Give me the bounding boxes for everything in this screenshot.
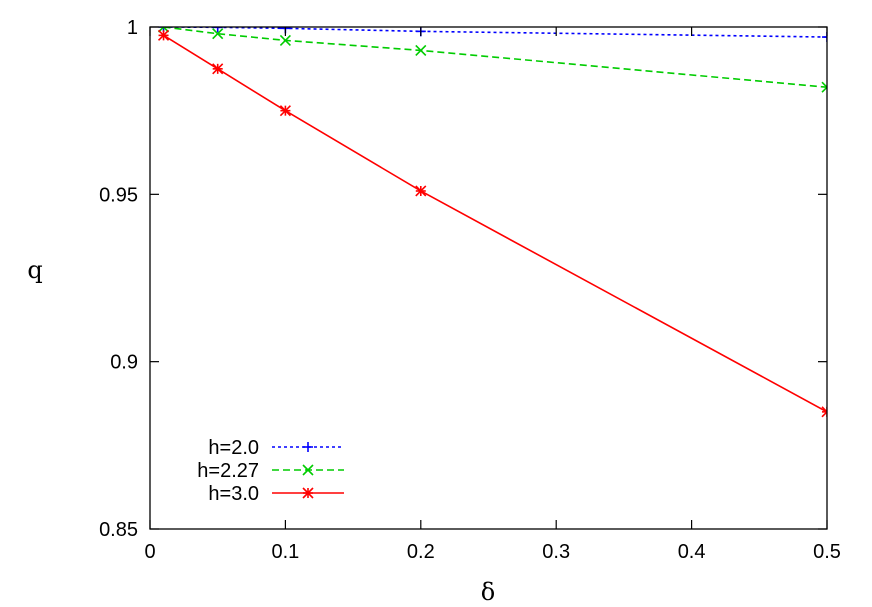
legend-2-marker-d2	[302, 487, 314, 499]
series-0-line	[163, 27, 827, 38]
series-1-marker-1	[212, 28, 224, 40]
series-1-marker-d2	[212, 28, 224, 40]
x-tick-label-2: 0.2	[407, 541, 435, 563]
series-2-marker-2	[279, 105, 291, 117]
plot-frame	[149, 26, 828, 530]
series-2-line	[163, 34, 827, 413]
y-tick-label-3: 1	[127, 17, 138, 39]
x-tick-label-4: 0.4	[678, 541, 706, 563]
series-1-marker-d2	[415, 44, 427, 56]
legend-1-marker-0	[302, 464, 314, 476]
series-1-marker-0	[157, 27, 170, 33]
series-1-marker-3	[415, 44, 427, 56]
series-1-marker-d1	[162, 27, 170, 33]
series-1-marker-2	[279, 34, 291, 46]
series-2-marker-4	[821, 406, 827, 418]
series-0-marker-0	[158, 27, 169, 32]
y-axis-label: q	[27, 256, 42, 284]
x-tick-label-1: 0.1	[271, 541, 299, 563]
x-axis-label: δ	[481, 578, 495, 606]
series-1-marker-d2	[821, 86, 827, 93]
series-2-marker-d2	[157, 29, 170, 41]
series-2-marker-0	[157, 29, 170, 41]
series-1-marker-d1	[821, 81, 827, 89]
legend: h=2.0h=2.27h=3.0	[197, 437, 344, 505]
series-layer	[157, 27, 827, 418]
series-1-marker-d2	[279, 34, 291, 46]
legend-label-2: h=3.0	[208, 483, 259, 505]
x-tick-label-3: 0.3	[542, 541, 570, 563]
series-1-marker-d2	[157, 27, 165, 33]
series-1-marker-4	[821, 81, 827, 93]
legend-label-0: h=2.0	[208, 437, 259, 459]
series-2-marker-d2	[821, 410, 827, 418]
series-2-marker-1	[212, 63, 224, 75]
series-2-marker-d2	[212, 63, 224, 75]
y-tick-label-1: 0.9	[110, 352, 138, 374]
legend-1-marker-d2	[302, 464, 314, 476]
legend-label-1: h=2.27	[197, 460, 259, 482]
y-tick-label-0: 0.85	[99, 519, 138, 541]
x-tick-label-0: 0	[144, 541, 155, 563]
series-2-marker-3	[415, 185, 427, 197]
series-0-marker-4	[822, 32, 827, 43]
y-tick-label-2: 0.95	[99, 184, 138, 206]
series-2-marker-d2	[415, 185, 427, 197]
ticks-layer: 0 0.1 0.2 0.3 0.4 0.5 0.85 0.9 0.95 1	[99, 17, 841, 563]
series-2-marker-d1	[821, 406, 827, 413]
legend-0-marker-0	[303, 442, 313, 452]
series-2-marker-d2	[279, 105, 291, 117]
x-tick-label-5: 0.5	[813, 541, 841, 563]
legend-2-marker-0	[302, 487, 314, 499]
